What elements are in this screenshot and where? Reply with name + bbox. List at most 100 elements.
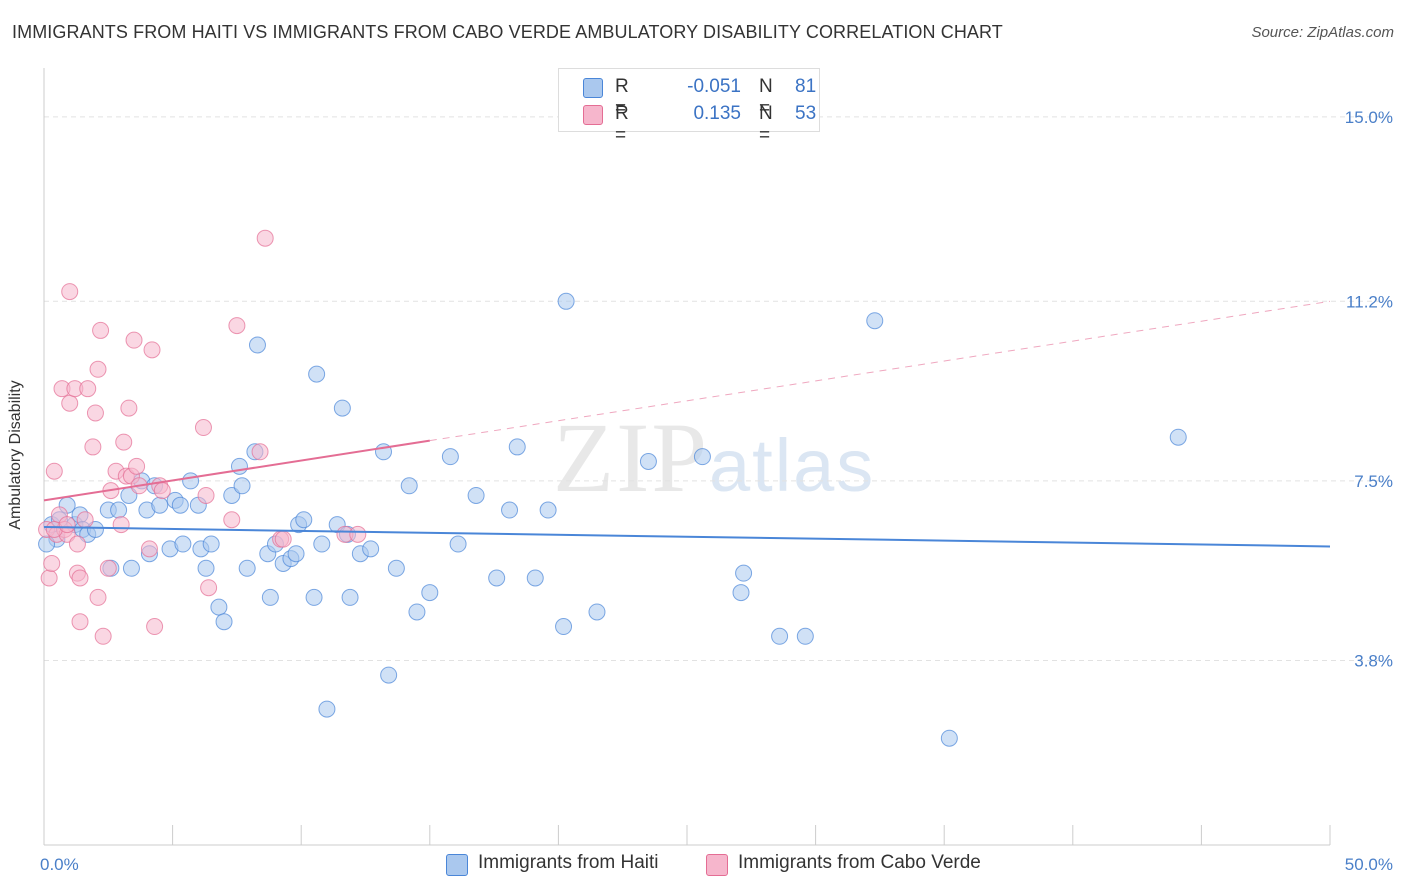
legend-swatch-cabo-verde	[583, 105, 603, 125]
haiti-point	[182, 472, 200, 490]
haiti-point	[732, 584, 750, 602]
cabo-verde-point	[61, 283, 79, 301]
cabo-verde-point	[125, 331, 143, 349]
haiti-point	[171, 496, 189, 514]
haiti-point	[287, 545, 305, 563]
cabo-verde-trend-line-extension	[429, 300, 1331, 442]
haiti-point	[408, 603, 426, 621]
chart-title: IMMIGRANTS FROM HAITI VS IMMIGRANTS FROM…	[12, 22, 1003, 42]
haiti-point	[333, 399, 351, 417]
haiti-point	[380, 666, 398, 684]
haiti-point	[526, 569, 544, 587]
watermark-atlas: atlas	[709, 424, 876, 507]
y-tick-label: 11.2%	[1346, 292, 1393, 311]
haiti-point	[508, 438, 526, 456]
cabo-verde-point	[349, 525, 367, 543]
cabo-verde-point	[115, 433, 133, 451]
legend-n-label: N =	[759, 103, 773, 146]
cabo-verde-point	[89, 360, 107, 378]
cabo-verde-trend-line	[43, 439, 430, 502]
cabo-verde-point	[79, 380, 97, 398]
cabo-verde-point	[71, 569, 89, 587]
haiti-point	[501, 501, 519, 519]
cabo-verde-point	[120, 399, 138, 417]
haiti-point	[693, 448, 711, 466]
cabo-verde-point	[43, 554, 61, 572]
haiti-point	[639, 453, 657, 470]
haiti-point	[197, 559, 215, 577]
cabo-verde-point	[99, 559, 117, 577]
cabo-verde-point	[89, 588, 107, 606]
cabo-verde-point	[58, 516, 76, 534]
haiti-point	[318, 700, 336, 718]
haiti-point	[341, 588, 359, 606]
haiti-point	[238, 559, 256, 577]
legend-n-label: N =	[759, 76, 773, 119]
cabo-verde-point	[94, 627, 112, 645]
haiti-point	[441, 448, 459, 466]
haiti-point	[110, 501, 128, 519]
cabo-verde-point	[146, 618, 164, 636]
watermark-zip: ZIP	[553, 402, 709, 513]
legend-r-label: R =	[615, 103, 629, 146]
cabo-verde-point	[112, 516, 130, 534]
haiti-point	[557, 292, 575, 310]
haiti-point	[771, 627, 789, 645]
cabo-verde-point	[76, 511, 94, 529]
haiti-point	[940, 729, 958, 747]
legend-r-value-cabo-verde: 0.135	[693, 103, 741, 124]
cabo-verde-point	[223, 511, 241, 529]
cabo-verde-point	[71, 613, 89, 631]
haiti-point	[295, 511, 313, 529]
haiti-point	[313, 535, 331, 553]
bottom-legend-swatch-haiti	[446, 854, 468, 876]
haiti-point	[210, 598, 228, 616]
x-tick-label: 50.0%	[1345, 855, 1393, 874]
haiti-point	[233, 477, 251, 495]
bottom-legend-label-haiti: Immigrants from Haiti	[478, 852, 659, 873]
legend-swatch-haiti	[583, 78, 603, 98]
haiti-point	[202, 535, 220, 553]
cabo-verde-point	[197, 486, 215, 504]
watermark: ZIPatlas	[553, 400, 875, 515]
cabo-verde-point	[61, 394, 79, 412]
y-tick-label: 7.5%	[1354, 472, 1393, 491]
cabo-verde-point	[86, 404, 104, 422]
cabo-verde-point	[68, 535, 86, 553]
haiti-point	[449, 535, 467, 553]
cabo-verde-point	[40, 569, 58, 587]
source-label: Source: ZipAtlas.com	[1251, 24, 1394, 41]
haiti-point	[122, 559, 140, 577]
haiti-point	[387, 559, 405, 577]
haiti-point	[400, 477, 418, 495]
cabo-verde-point	[153, 482, 171, 500]
haiti-point	[151, 496, 169, 514]
y-tick-label: 3.8%	[1354, 652, 1393, 671]
legend-n-value-cabo-verde: 53	[795, 103, 817, 124]
cabo-verde-point	[45, 462, 63, 480]
legend-r-label: R =	[615, 76, 629, 119]
cabo-verde-point	[200, 579, 218, 597]
cabo-verde-point	[251, 443, 269, 461]
cabo-verde-point	[84, 438, 102, 456]
legend-r-value-haiti: -0.051	[687, 76, 741, 97]
cabo-verde-point	[194, 419, 212, 437]
haiti-point	[539, 501, 557, 519]
haiti-point	[735, 564, 753, 582]
haiti-point	[866, 312, 884, 330]
cabo-verde-point	[228, 317, 246, 335]
haiti-trend-line	[43, 526, 1331, 548]
cabo-verde-point	[128, 457, 146, 475]
haiti-point	[362, 540, 380, 558]
cabo-verde-point	[143, 341, 161, 359]
bottom-legend-label-cabo-verde: Immigrants from Cabo Verde	[738, 852, 981, 873]
cabo-verde-point	[92, 321, 110, 339]
haiti-point	[1169, 428, 1187, 446]
haiti-point	[305, 588, 323, 606]
haiti-point	[215, 613, 233, 631]
haiti-point	[261, 588, 279, 606]
correlation-legend: R = -0.051 N = 81 R = 0.135 N = 53	[558, 68, 820, 146]
bottom-legend-swatch-cabo-verde	[706, 854, 728, 876]
haiti-point	[555, 618, 573, 636]
